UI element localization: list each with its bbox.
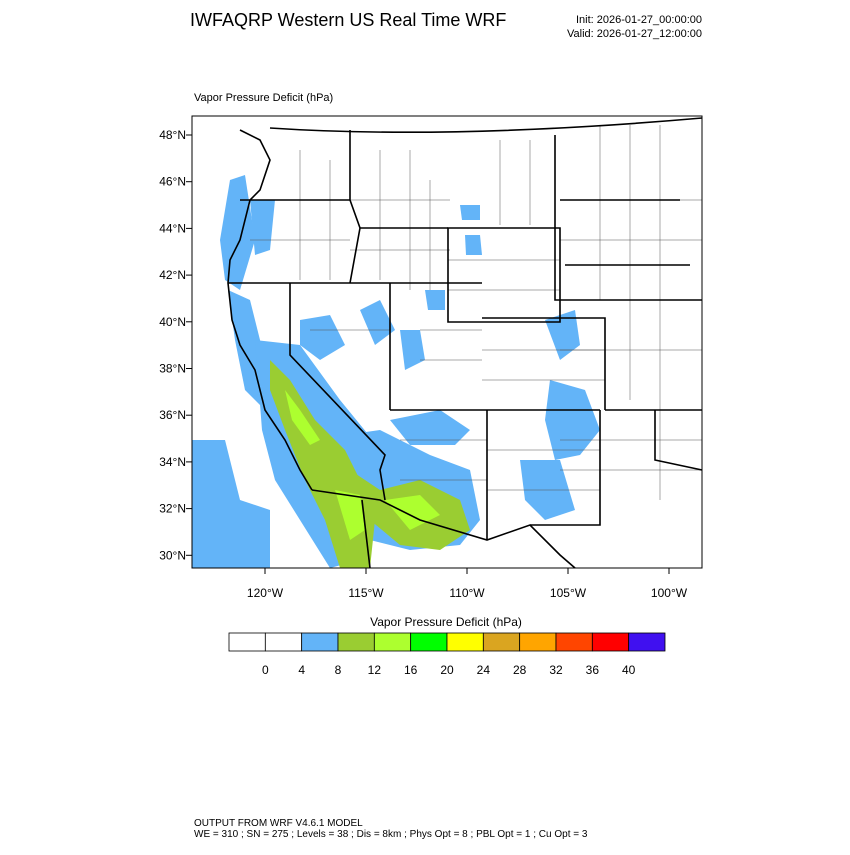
colorbar-box (519, 632, 557, 652)
colorbar-label: 20 (440, 663, 454, 677)
colorbar-label: 32 (549, 663, 563, 677)
footer-line: OUTPUT FROM WRF V4.6.1 MODEL (194, 818, 363, 829)
colorbar-box (555, 632, 593, 652)
colorbar-label: 12 (368, 663, 382, 677)
colorbar-label: 4 (298, 663, 305, 677)
map (191, 115, 703, 569)
lat-label: 40°N (159, 315, 186, 329)
lon-label: 110°W (449, 586, 485, 600)
colorbar-box (410, 632, 448, 652)
init-time: Init: 2026-01-27_00:00:00 (576, 14, 702, 26)
lat-label: 36°N (159, 408, 186, 422)
colorbar-label: 24 (477, 663, 491, 677)
lon-label: 105°W (550, 586, 587, 600)
valid-time: Valid: 2026-01-27_12:00:00 (567, 28, 702, 40)
lat-label: 44°N (159, 221, 186, 235)
colorbar-box (228, 632, 266, 652)
lat-label: 32°N (159, 502, 186, 516)
lat-label: 30°N (159, 548, 186, 562)
colorbar-label: 36 (586, 663, 600, 677)
lon-labels: 120°W 115°W 110°W 105°W 100°W (247, 568, 688, 600)
colorbar-label: 8 (335, 663, 342, 677)
lat-label: 46°N (159, 175, 186, 189)
lat-label: 48°N (159, 128, 186, 142)
colorbar-label: 16 (404, 663, 418, 677)
state-lines (227, 117, 703, 569)
colorbar-title: Vapor Pressure Deficit (hPa) (370, 615, 522, 629)
colorbar-label: 0 (262, 663, 269, 677)
colorbar-box (301, 632, 339, 652)
lat-label: 34°N (159, 455, 186, 469)
colorbar: 0 4 8 12 16 20 24 28 32 36 40 (228, 632, 666, 677)
lon-label: 120°W (247, 586, 284, 600)
lat-labels: 48°N 46°N 44°N 42°N 40°N 38°N 36°N 34°N 32°N 30°N (159, 128, 192, 562)
lat-label: 42°N (159, 268, 186, 282)
lon-label: 115°W (348, 586, 384, 600)
title: IWFAQRP Western US Real Time WRF (190, 10, 506, 30)
colorbar-box (591, 632, 630, 652)
lon-label: 100°W (651, 586, 688, 600)
colorbar-box (482, 632, 521, 652)
colorbar-label: 40 (622, 663, 636, 677)
footer-line: WE = 310 ; SN = 275 ; Levels = 38 ; Dis … (194, 829, 588, 840)
field-label: Vapor Pressure Deficit (hPa) (194, 92, 333, 104)
colorbar-label: 28 (513, 663, 527, 677)
map-frame (191, 115, 703, 569)
colorbar-box (337, 632, 375, 652)
colorbar-box (446, 632, 484, 652)
colorbar-box (373, 632, 412, 652)
lat-label: 38°N (159, 362, 186, 376)
colorbar-box (264, 632, 303, 652)
colorbar-box (628, 632, 666, 652)
